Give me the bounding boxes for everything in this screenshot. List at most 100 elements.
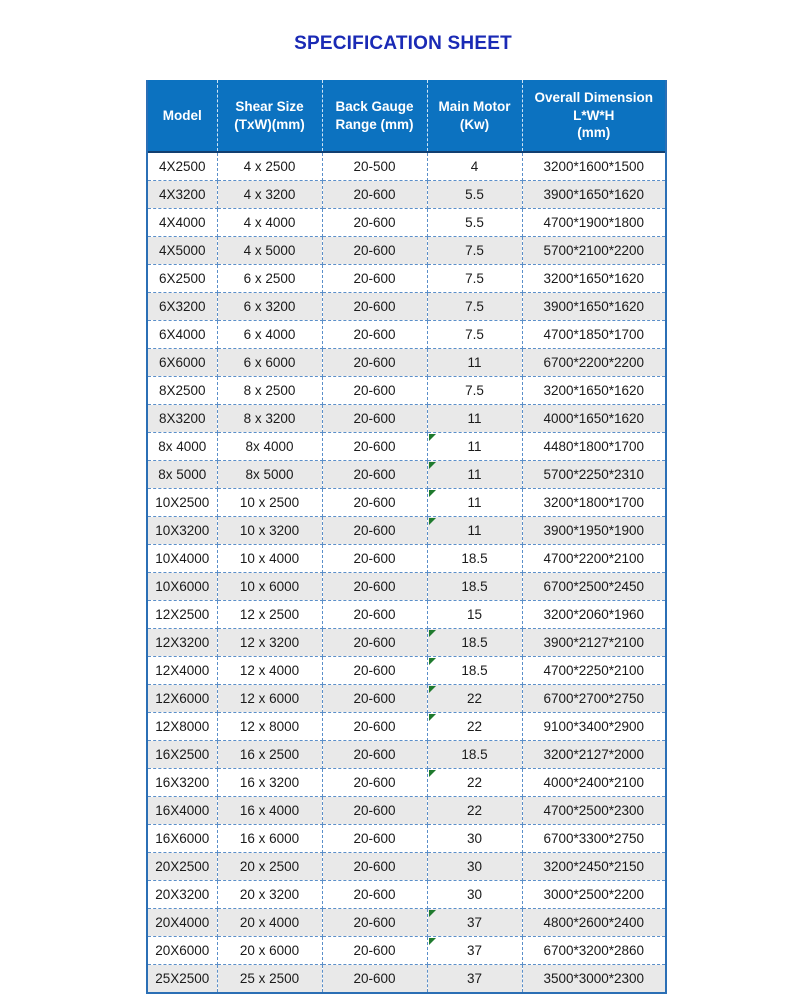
error-flag-icon [428,909,436,917]
cell-gauge: 20-500 [322,152,428,181]
error-flag-icon [428,489,436,497]
cell-model: 10X4000 [148,544,218,573]
cell-motor: 18.5 [427,656,523,685]
cell-motor: 22 [427,712,523,741]
cell-shear: 20 x 6000 [217,936,323,965]
cell-model: 4X4000 [148,208,218,237]
cell-shear: 6 x 2500 [217,264,323,293]
cell-gauge: 20-600 [322,768,428,797]
column-header-shear-size: Shear Size (TxW)(mm) [217,80,323,153]
table-row: 16X4000 16 x 4000 20-600 22 4700*2500*2300 [148,796,665,825]
table-row: 8x 5000 8x 5000 20-600 11 5700*2250*2310 [148,460,665,489]
error-flag-icon [428,713,436,721]
cell-motor: 15 [427,600,523,629]
cell-gauge: 20-600 [322,712,428,741]
cell-gauge: 20-600 [322,796,428,825]
table-row: 4X4000 4 x 4000 20-600 5.5 4700*1900*1800 [148,208,665,237]
table-row: 25X2500 25 x 2500 20-600 37 3500*3000*2300 [148,964,665,992]
cell-dim: 4700*2500*2300 [522,796,665,825]
error-flag-icon [428,433,436,441]
cell-motor: 30 [427,824,523,853]
column-header-main-motor: Main Motor (Kw) [427,80,523,153]
cell-gauge: 20-600 [322,824,428,853]
column-header-line: Back Gauge [335,98,414,114]
cell-shear: 10 x 3200 [217,516,323,545]
cell-model: 20X6000 [148,936,218,965]
cell-dim: 3900*1950*1900 [522,516,665,545]
cell-shear: 10 x 4000 [217,544,323,573]
cell-motor: 7.5 [427,264,523,293]
error-flag-icon [428,461,436,469]
cell-gauge: 20-600 [322,964,428,992]
cell-dim: 3900*2127*2100 [522,628,665,657]
cell-motor: 22 [427,796,523,825]
cell-shear: 12 x 8000 [217,712,323,741]
column-header-model: Model [148,80,218,153]
cell-motor: 11 [427,404,523,433]
cell-gauge: 20-600 [322,432,428,461]
cell-dim: 4480*1800*1700 [522,432,665,461]
cell-gauge: 20-600 [322,180,428,209]
cell-model: 16X4000 [148,796,218,825]
cell-model: 12X8000 [148,712,218,741]
cell-shear: 16 x 4000 [217,796,323,825]
cell-model: 8x 4000 [148,432,218,461]
cell-model: 8x 5000 [148,460,218,489]
cell-shear: 10 x 2500 [217,488,323,517]
cell-motor: 22 [427,684,523,713]
cell-gauge: 20-600 [322,656,428,685]
cell-motor: 7.5 [427,320,523,349]
cell-dim: 3000*2500*2200 [522,880,665,909]
cell-motor: 7.5 [427,292,523,321]
specification-table-container: Model Shear Size (TxW)(mm) Back Gauge Rang… [146,80,667,994]
cell-gauge: 20-600 [322,908,428,937]
cell-shear: 20 x 4000 [217,908,323,937]
cell-model: 6X4000 [148,320,218,349]
table-row: 16X2500 16 x 2500 20-600 18.5 3200*2127*2000 [148,740,665,769]
table-row: 20X6000 20 x 6000 20-600 37 6700*3200*2860 [148,936,665,965]
cell-dim: 4000*1650*1620 [522,404,665,433]
cell-motor: 30 [427,880,523,909]
cell-shear: 25 x 2500 [217,964,323,992]
cell-shear: 20 x 3200 [217,880,323,909]
column-header-back-gauge-range: Back Gauge Range (mm) [322,80,428,153]
cell-model: 10X2500 [148,488,218,517]
cell-motor: 5.5 [427,180,523,209]
cell-dim: 3200*1800*1700 [522,488,665,517]
column-header-line: (mm) [577,125,611,141]
cell-model: 20X2500 [148,852,218,881]
cell-gauge: 20-600 [322,544,428,573]
cell-dim: 4000*2400*2100 [522,768,665,797]
cell-gauge: 20-600 [322,236,428,265]
cell-shear: 8x 4000 [217,432,323,461]
cell-motor: 37 [427,908,523,937]
table-row: 12X4000 12 x 4000 20-600 18.5 4700*2250*2100 [148,656,665,685]
table-row: 6X6000 6 x 6000 20-600 11 6700*2200*2200 [148,348,665,377]
header-row: Model Shear Size (TxW)(mm) Back Gauge Rang… [148,80,665,153]
table-row: 20X4000 20 x 4000 20-600 37 4800*2600*2400 [148,908,665,937]
cell-model: 4X5000 [148,236,218,265]
cell-motor: 18.5 [427,740,523,769]
table-row: 12X8000 12 x 8000 20-600 22 9100*3400*2900 [148,712,665,741]
table-row: 10X3200 10 x 3200 20-600 11 3900*1950*1900 [148,516,665,545]
cell-gauge: 20-600 [322,684,428,713]
cell-gauge: 20-600 [322,292,428,321]
table-row: 10X4000 10 x 4000 20-600 18.5 4700*2200*2100 [148,544,665,573]
cell-dim: 6700*2200*2200 [522,348,665,377]
cell-model: 10X3200 [148,516,218,545]
cell-model: 12X6000 [148,684,218,713]
column-header-line: Shear Size [235,98,304,114]
cell-motor: 11 [427,516,523,545]
error-flag-icon [428,657,436,665]
cell-motor: 7.5 [427,236,523,265]
table-row: 8X3200 8 x 3200 20-600 11 4000*1650*1620 [148,404,665,433]
cell-model: 4X2500 [148,152,218,181]
cell-gauge: 20-600 [322,516,428,545]
cell-model: 6X6000 [148,348,218,377]
table-row: 4X5000 4 x 5000 20-600 7.5 5700*2100*2200 [148,236,665,265]
cell-model: 12X3200 [148,628,218,657]
error-flag-icon [428,517,436,525]
cell-dim: 3500*3000*2300 [522,964,665,992]
cell-dim: 4700*1900*1800 [522,208,665,237]
cell-model: 6X2500 [148,264,218,293]
